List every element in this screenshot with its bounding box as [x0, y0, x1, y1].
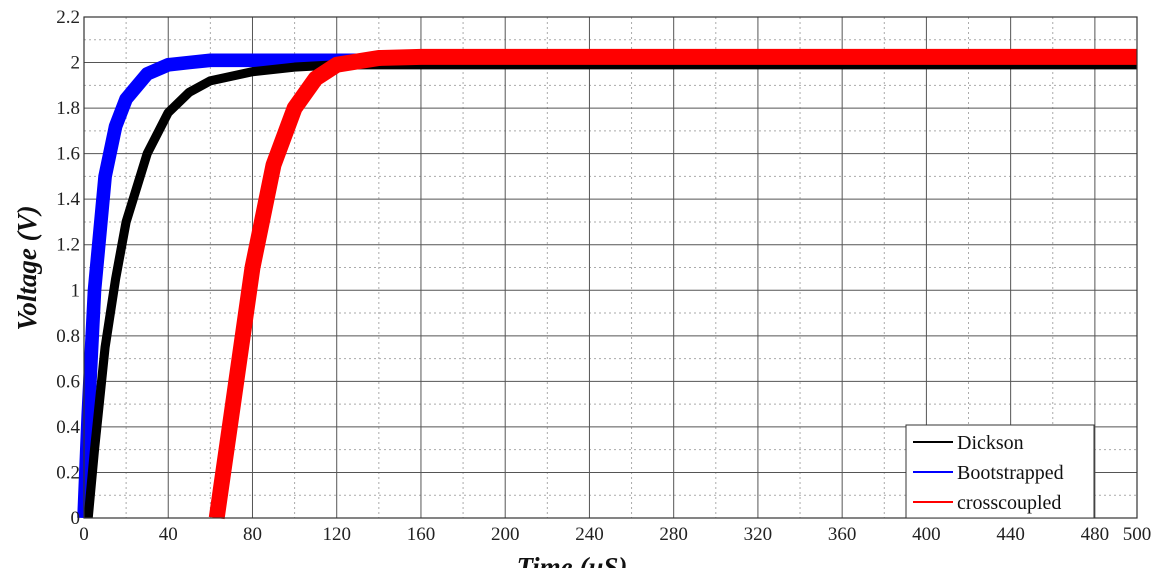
legend: Dickson Bootstrapped crosscoupled — [905, 424, 1095, 519]
plot-frame — [83, 16, 1138, 519]
legend-label-bootstrapped: Bootstrapped — [957, 462, 1064, 484]
y-tick-label: 1.4 — [56, 189, 80, 210]
tick-labels: 0 40 80 120 160 200 240 280 320 360 400 440 480 500 0 0… — [56, 7, 1151, 545]
series-group — [77, 48, 1137, 520]
x-tick-label: 500 — [1123, 524, 1152, 545]
legend-label-crosscoupled: crosscoupled — [957, 492, 1061, 514]
x-tick-label: 440 — [996, 524, 1025, 545]
x-tick-label: 360 — [828, 524, 857, 545]
x-tick-label: 80 — [243, 524, 262, 545]
x-tick-label: 200 — [491, 524, 520, 545]
x-tick-label: 240 — [575, 524, 604, 545]
x-tick-label: 280 — [659, 524, 688, 545]
y-tick-label: 2.2 — [56, 7, 80, 28]
y-tick-label: 2 — [71, 53, 81, 74]
series-bootstrapped-line — [77, 53, 1137, 519]
y-axis-label: Voltage (V) — [12, 205, 42, 330]
y-tick-label: 0.6 — [56, 371, 80, 392]
y-tick-label: 1.6 — [56, 144, 80, 165]
x-tick-label: 0 — [79, 524, 89, 545]
legend-label-dickson: Dickson — [957, 432, 1024, 454]
x-tick-label: 320 — [744, 524, 773, 545]
y-tick-label: 1 — [71, 280, 81, 301]
y-tick-label: 0 — [71, 508, 81, 529]
y-tick-label: 0.4 — [56, 417, 80, 438]
x-tick-label: 120 — [322, 524, 351, 545]
x-tick-label: 400 — [912, 524, 941, 545]
series-dickson-line — [83, 60, 1137, 519]
y-tick-label: 1.2 — [56, 235, 80, 256]
x-axis-label: Time (μS) — [517, 552, 628, 568]
y-tick-label: 0.8 — [56, 326, 80, 347]
series-crosscoupled-line — [208, 48, 1137, 520]
x-tick-label: 160 — [407, 524, 436, 545]
x-tick-label: 40 — [159, 524, 178, 545]
x-tick-label: 480 — [1081, 524, 1110, 545]
y-tick-label: 0.2 — [56, 462, 80, 483]
y-tick-label: 1.8 — [56, 98, 80, 119]
